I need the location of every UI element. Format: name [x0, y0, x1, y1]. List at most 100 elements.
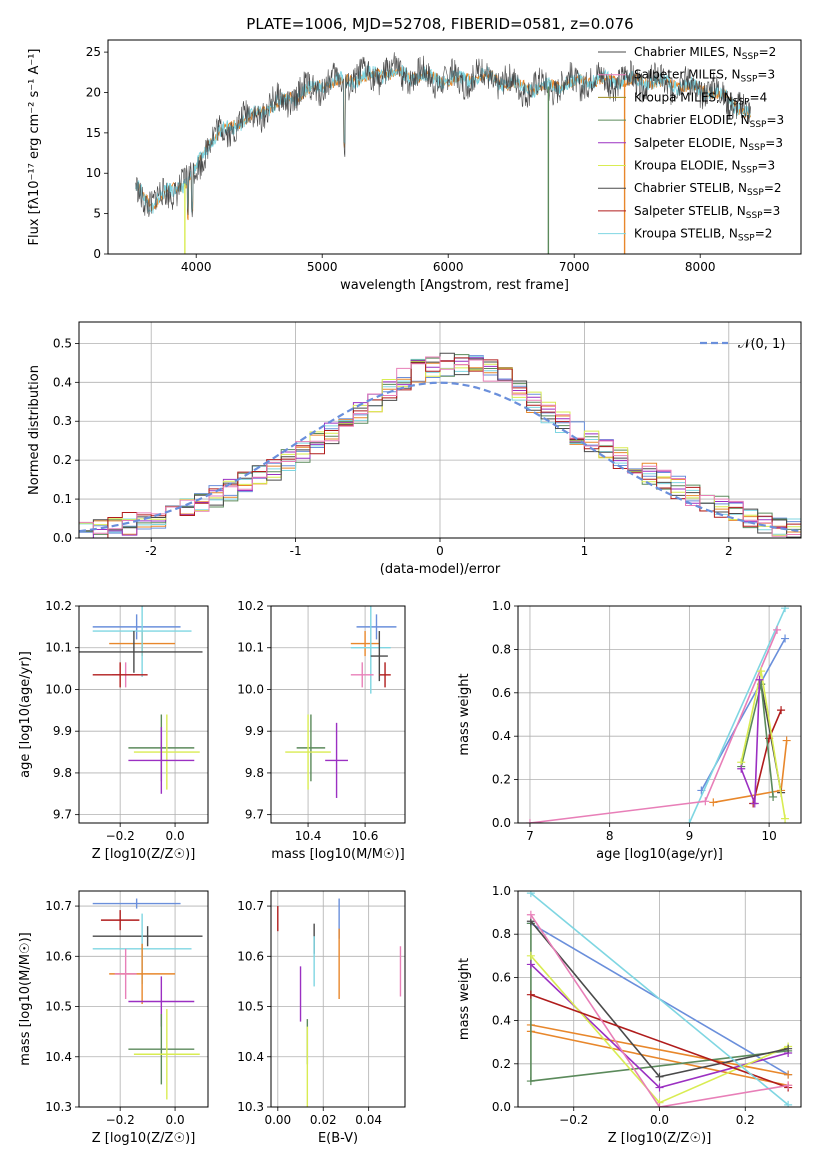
series-marker: [773, 625, 782, 634]
mass-weight-vs-Z-xlabel: Z [log10(Z/Z☉)]: [608, 1131, 712, 1146]
mass-weight-vs-age-xtick-label: 10: [761, 829, 776, 843]
series-line: [530, 993, 789, 1089]
age-vs-Z-axes: −0.2 0.0 9.7 9.8 9.9 10.0 10.1 10.2 Z [log10(Z/Z…: [18, 599, 208, 862]
series-marker: [526, 910, 535, 919]
mass-weight-vs-Z-ytick-label: 0.0: [492, 1100, 511, 1114]
age-vs-mass-xlabel: mass [log10(M/M☉)]: [271, 847, 404, 862]
mass-vs-Z-ylabel: mass [log10(M/M☉)]: [18, 932, 33, 1065]
series-marker: [526, 1077, 535, 1086]
mass-weight-vs-age-ytick-label: 1.0: [492, 599, 511, 613]
series-marker: [781, 606, 790, 613]
mass-weight-vs-Z-series-group: [526, 891, 793, 1107]
spectrum-axes: 4000 5000 6000 7000 8000 0 5 10 15 20 25 wavelength…: [27, 45, 715, 293]
mass-weight-vs-age-frame: [517, 605, 802, 824]
age-vs-mass-xtick-label: 10.6: [352, 829, 379, 843]
mass-vs-ebv-points: [277, 898, 402, 1107]
age-vs-Z-points: [79, 606, 203, 794]
series-marker: [655, 1103, 664, 1107]
age-vs-Z-ytick-label: 10.1: [45, 641, 72, 655]
histogram-legend: 𝒩(0, 1): [700, 337, 785, 352]
histogram-step: [79, 361, 801, 536]
mass-weight-vs-age-ytick-label: 0.4: [492, 729, 511, 743]
age-vs-mass-frame: [270, 605, 406, 824]
age-vs-Z-ytick-label: 9.8: [53, 766, 72, 780]
series-marker: [526, 960, 535, 969]
age-vs-mass-ytick-label: 10.0: [237, 682, 264, 696]
spectrum-legend: Chabrier MILES, NSSP=2 Salpeter MILES, NS…: [598, 45, 784, 244]
spectrum-ytick-label: 20: [86, 85, 101, 99]
mass-weight-vs-Z-xtick-label: −0.2: [559, 1113, 588, 1127]
errorbar-point: [92, 662, 148, 688]
mass-weight-vs-Z-ytick-label: 0.6: [492, 970, 511, 984]
residual-histogram-xtick-label: 0: [436, 544, 444, 558]
series-marker: [655, 1072, 664, 1081]
errorbar-point: [92, 926, 203, 947]
errorbar-point: [128, 1014, 195, 1085]
series-marker: [784, 1070, 793, 1079]
histogram-step: [79, 356, 801, 537]
age-vs-mass-xtick-label: 10.4: [295, 829, 322, 843]
series-line: [530, 892, 789, 1106]
legend-entry: Chabrier STELIB, NSSP=2: [634, 181, 782, 198]
errorbar-point: [350, 631, 380, 657]
legend-entry: Salpeter MILES, NSSP=3: [634, 68, 775, 85]
spectrum-xtick-label: 5000: [307, 260, 338, 274]
spectrum-ylabel: Flux [fλ10⁻¹⁷ erg cm⁻² s⁻¹ A⁻¹]: [27, 49, 42, 246]
series-marker: [755, 675, 764, 684]
age-vs-Z-xlabel: Z [log10(Z/Z☉)]: [92, 847, 196, 862]
residual-histogram-ytick-label: 0.0: [53, 531, 72, 545]
series-marker: [784, 1081, 793, 1090]
errorbar-point: [79, 631, 203, 673]
age-vs-Z-ytick-label: 9.7: [53, 808, 72, 822]
mass-vs-ebv-ytick-label: 10.5: [237, 1000, 264, 1014]
mass-vs-Z-axes: −0.2 0.0 10.3 10.4 10.5 10.6 10.7 Z [log10(Z/Z☉…: [18, 891, 208, 1146]
mass-weight-vs-age-ytick-label: 0.6: [492, 686, 511, 700]
mass-weight-vs-Z-axes: −0.2 0.0 0.2 0.0 0.2 0.4 0.6 0.8 1.0 Z [log10(Z/Z…: [457, 884, 801, 1146]
mass-weight-vs-Z-ytick-label: 0.4: [492, 1014, 511, 1028]
legend-entry: Salpeter ELODIE, NSSP=3: [634, 136, 783, 153]
mass-weight-vs-age-series-group: [525, 606, 791, 823]
legend-entry: Chabrier MILES, NSSP=2: [634, 45, 776, 62]
mass-vs-ebv-ytick-label: 10.6: [237, 949, 264, 963]
mass-vs-Z-xlabel: Z [log10(Z/Z☉)]: [92, 1131, 196, 1146]
mass-vs-ebv-ytick-label: 10.4: [237, 1050, 264, 1064]
errorbar-point: [325, 722, 348, 798]
age-vs-mass-points: [285, 606, 397, 798]
mass-vs-Z-xtick-label: 0.0: [166, 1113, 185, 1127]
mass-vs-Z-xtick-label: −0.2: [106, 1113, 135, 1127]
mass-weight-vs-age-xtick-label: 9: [686, 829, 694, 843]
legend-entry: Salpeter STELIB, NSSP=3: [634, 204, 780, 221]
residual-histogram-frame: [78, 321, 802, 539]
series-marker: [784, 1100, 793, 1107]
spectrum-ytick-label: 0: [93, 247, 101, 261]
series-line: [530, 1030, 789, 1087]
mass-weight-vs-Z-xtick-label: 0.0: [650, 1113, 669, 1127]
series-marker: [526, 891, 535, 898]
series-marker: [526, 990, 535, 999]
age-vs-Z-xtick-label: −0.2: [106, 829, 135, 843]
series-marker: [769, 792, 778, 801]
residual-histogram-ytick-label: 0.3: [53, 414, 72, 428]
mass-vs-ebv-frame: [270, 890, 406, 1108]
series-marker: [777, 706, 786, 715]
series-marker: [701, 797, 710, 806]
errorbar-point: [350, 606, 391, 694]
mass-weight-vs-age-ytick-label: 0.0: [492, 816, 511, 830]
residual-histogram-ylabel: Normed distribution: [27, 365, 42, 495]
legend-entry: Kroupa ELODIE, NSSP=3: [634, 159, 775, 176]
errorbar-point: [92, 606, 192, 677]
spectrum-ytick-label: 25: [86, 45, 101, 59]
age-vs-mass-axes: 10.4 10.6 9.7 9.8 9.9 10.0 10.1 10.2 mass [log10…: [237, 599, 405, 862]
age-vs-Z-ytick-label: 10.2: [45, 599, 72, 613]
mass-weight-vs-age-ytick-label: 0.8: [492, 642, 511, 656]
spectrum-xlabel: wavelength [Angstrom, rest frame]: [340, 278, 569, 293]
age-vs-mass-ytick-label: 10.2: [237, 599, 264, 613]
mass-weight-vs-age-ylabel: mass weight: [457, 673, 472, 755]
errorbar-point: [370, 631, 388, 682]
errorbar-point: [128, 727, 195, 794]
residual-histogram-xlabel: (data-model)/error: [380, 562, 501, 577]
mass-weight-vs-age-xtick-label: 8: [606, 829, 614, 843]
series-marker: [782, 736, 791, 745]
series-marker: [685, 819, 694, 823]
